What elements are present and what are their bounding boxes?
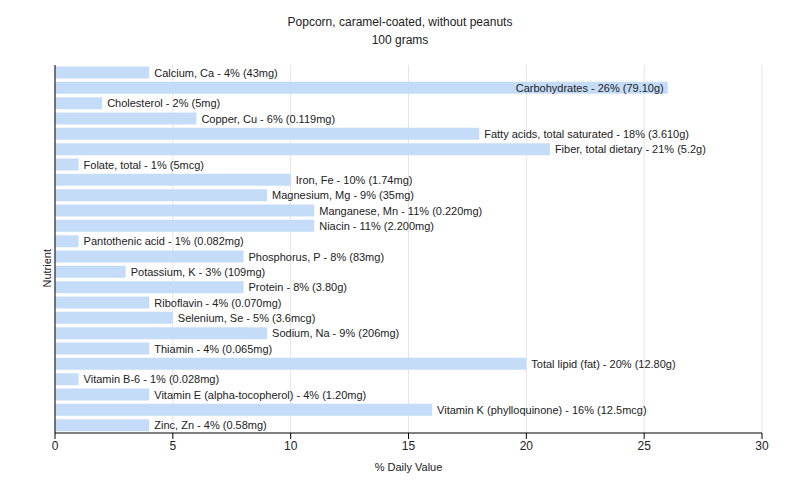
svg-text:Pantothenic acid - 1% (0.082mg: Pantothenic acid - 1% (0.082mg)	[84, 235, 244, 247]
svg-text:Copper, Cu - 6% (0.119mg): Copper, Cu - 6% (0.119mg)	[201, 113, 335, 125]
svg-text:Vitamin B-6 - 1% (0.028mg): Vitamin B-6 - 1% (0.028mg)	[84, 373, 220, 385]
svg-text:Calcium, Ca - 4% (43mg): Calcium, Ca - 4% (43mg)	[154, 67, 277, 79]
svg-text:Folate, total - 1% (5mcg): Folate, total - 1% (5mcg)	[84, 159, 204, 171]
svg-text:20: 20	[520, 439, 534, 453]
svg-text:Magnesium, Mg - 9% (35mg): Magnesium, Mg - 9% (35mg)	[272, 189, 414, 201]
svg-text:Vitamin E (alpha-tocopherol) -: Vitamin E (alpha-tocopherol) - 4% (1.20m…	[154, 389, 366, 401]
svg-text:Carbohydrates - 26% (79.10g): Carbohydrates - 26% (79.10g)	[516, 82, 664, 94]
svg-text:Cholesterol - 2% (5mg): Cholesterol - 2% (5mg)	[107, 97, 220, 109]
svg-text:Phosphorus, P - 8% (83mg): Phosphorus, P - 8% (83mg)	[249, 251, 385, 263]
svg-text:Sodium, Na - 9% (206mg): Sodium, Na - 9% (206mg)	[272, 327, 399, 339]
svg-text:25: 25	[637, 439, 651, 453]
html-text:Popcorn, caramel-coated, witho: Popcorn, caramel-coated, without peanuts	[287, 15, 513, 29]
svg-text:Manganese, Mn - 11% (0.220mg): Manganese, Mn - 11% (0.220mg)	[319, 205, 482, 217]
svg-text:Fatty acids, total saturated -: Fatty acids, total saturated - 18% (3.61…	[484, 128, 689, 140]
svg-text:Nutrient: Nutrient	[41, 249, 53, 288]
svg-text:Iron, Fe - 10% (1.74mg): Iron, Fe - 10% (1.74mg)	[296, 174, 413, 186]
svg-text:30: 30	[755, 439, 769, 453]
svg-text:15: 15	[402, 439, 416, 453]
svg-text:Zinc, Zn - 4% (0.58mg): Zinc, Zn - 4% (0.58mg)	[154, 419, 266, 431]
svg-text:Total lipid (fat) - 20% (12.80: Total lipid (fat) - 20% (12.80g)	[531, 358, 675, 370]
svg-text:0: 0	[52, 439, 59, 453]
svg-text:5: 5	[169, 439, 176, 453]
svg-text:Vitamin K (phylloquinone) - 16: Vitamin K (phylloquinone) - 16% (12.5mcg…	[437, 404, 647, 416]
svg-text:Niacin - 11% (2.200mg): Niacin - 11% (2.200mg)	[319, 220, 434, 232]
svg-text:% Daily Value: % Daily Value	[375, 461, 443, 473]
svg-text:Thiamin - 4% (0.065mg): Thiamin - 4% (0.065mg)	[154, 343, 272, 355]
svg-text:10: 10	[284, 439, 298, 453]
svg-text:Fiber, total dietary - 21% (5.: Fiber, total dietary - 21% (5.2g)	[555, 143, 706, 155]
svg-text:Protein - 8% (3.80g): Protein - 8% (3.80g)	[249, 281, 347, 293]
html-text:100 grams: 100 grams	[371, 33, 429, 47]
svg-text:Riboflavin - 4% (0.070mg): Riboflavin - 4% (0.070mg)	[154, 297, 281, 309]
svg-text:Selenium, Se - 5% (3.6mcg): Selenium, Se - 5% (3.6mcg)	[178, 312, 316, 324]
svg-text:Potassium, K - 3% (109mg): Potassium, K - 3% (109mg)	[131, 266, 266, 278]
